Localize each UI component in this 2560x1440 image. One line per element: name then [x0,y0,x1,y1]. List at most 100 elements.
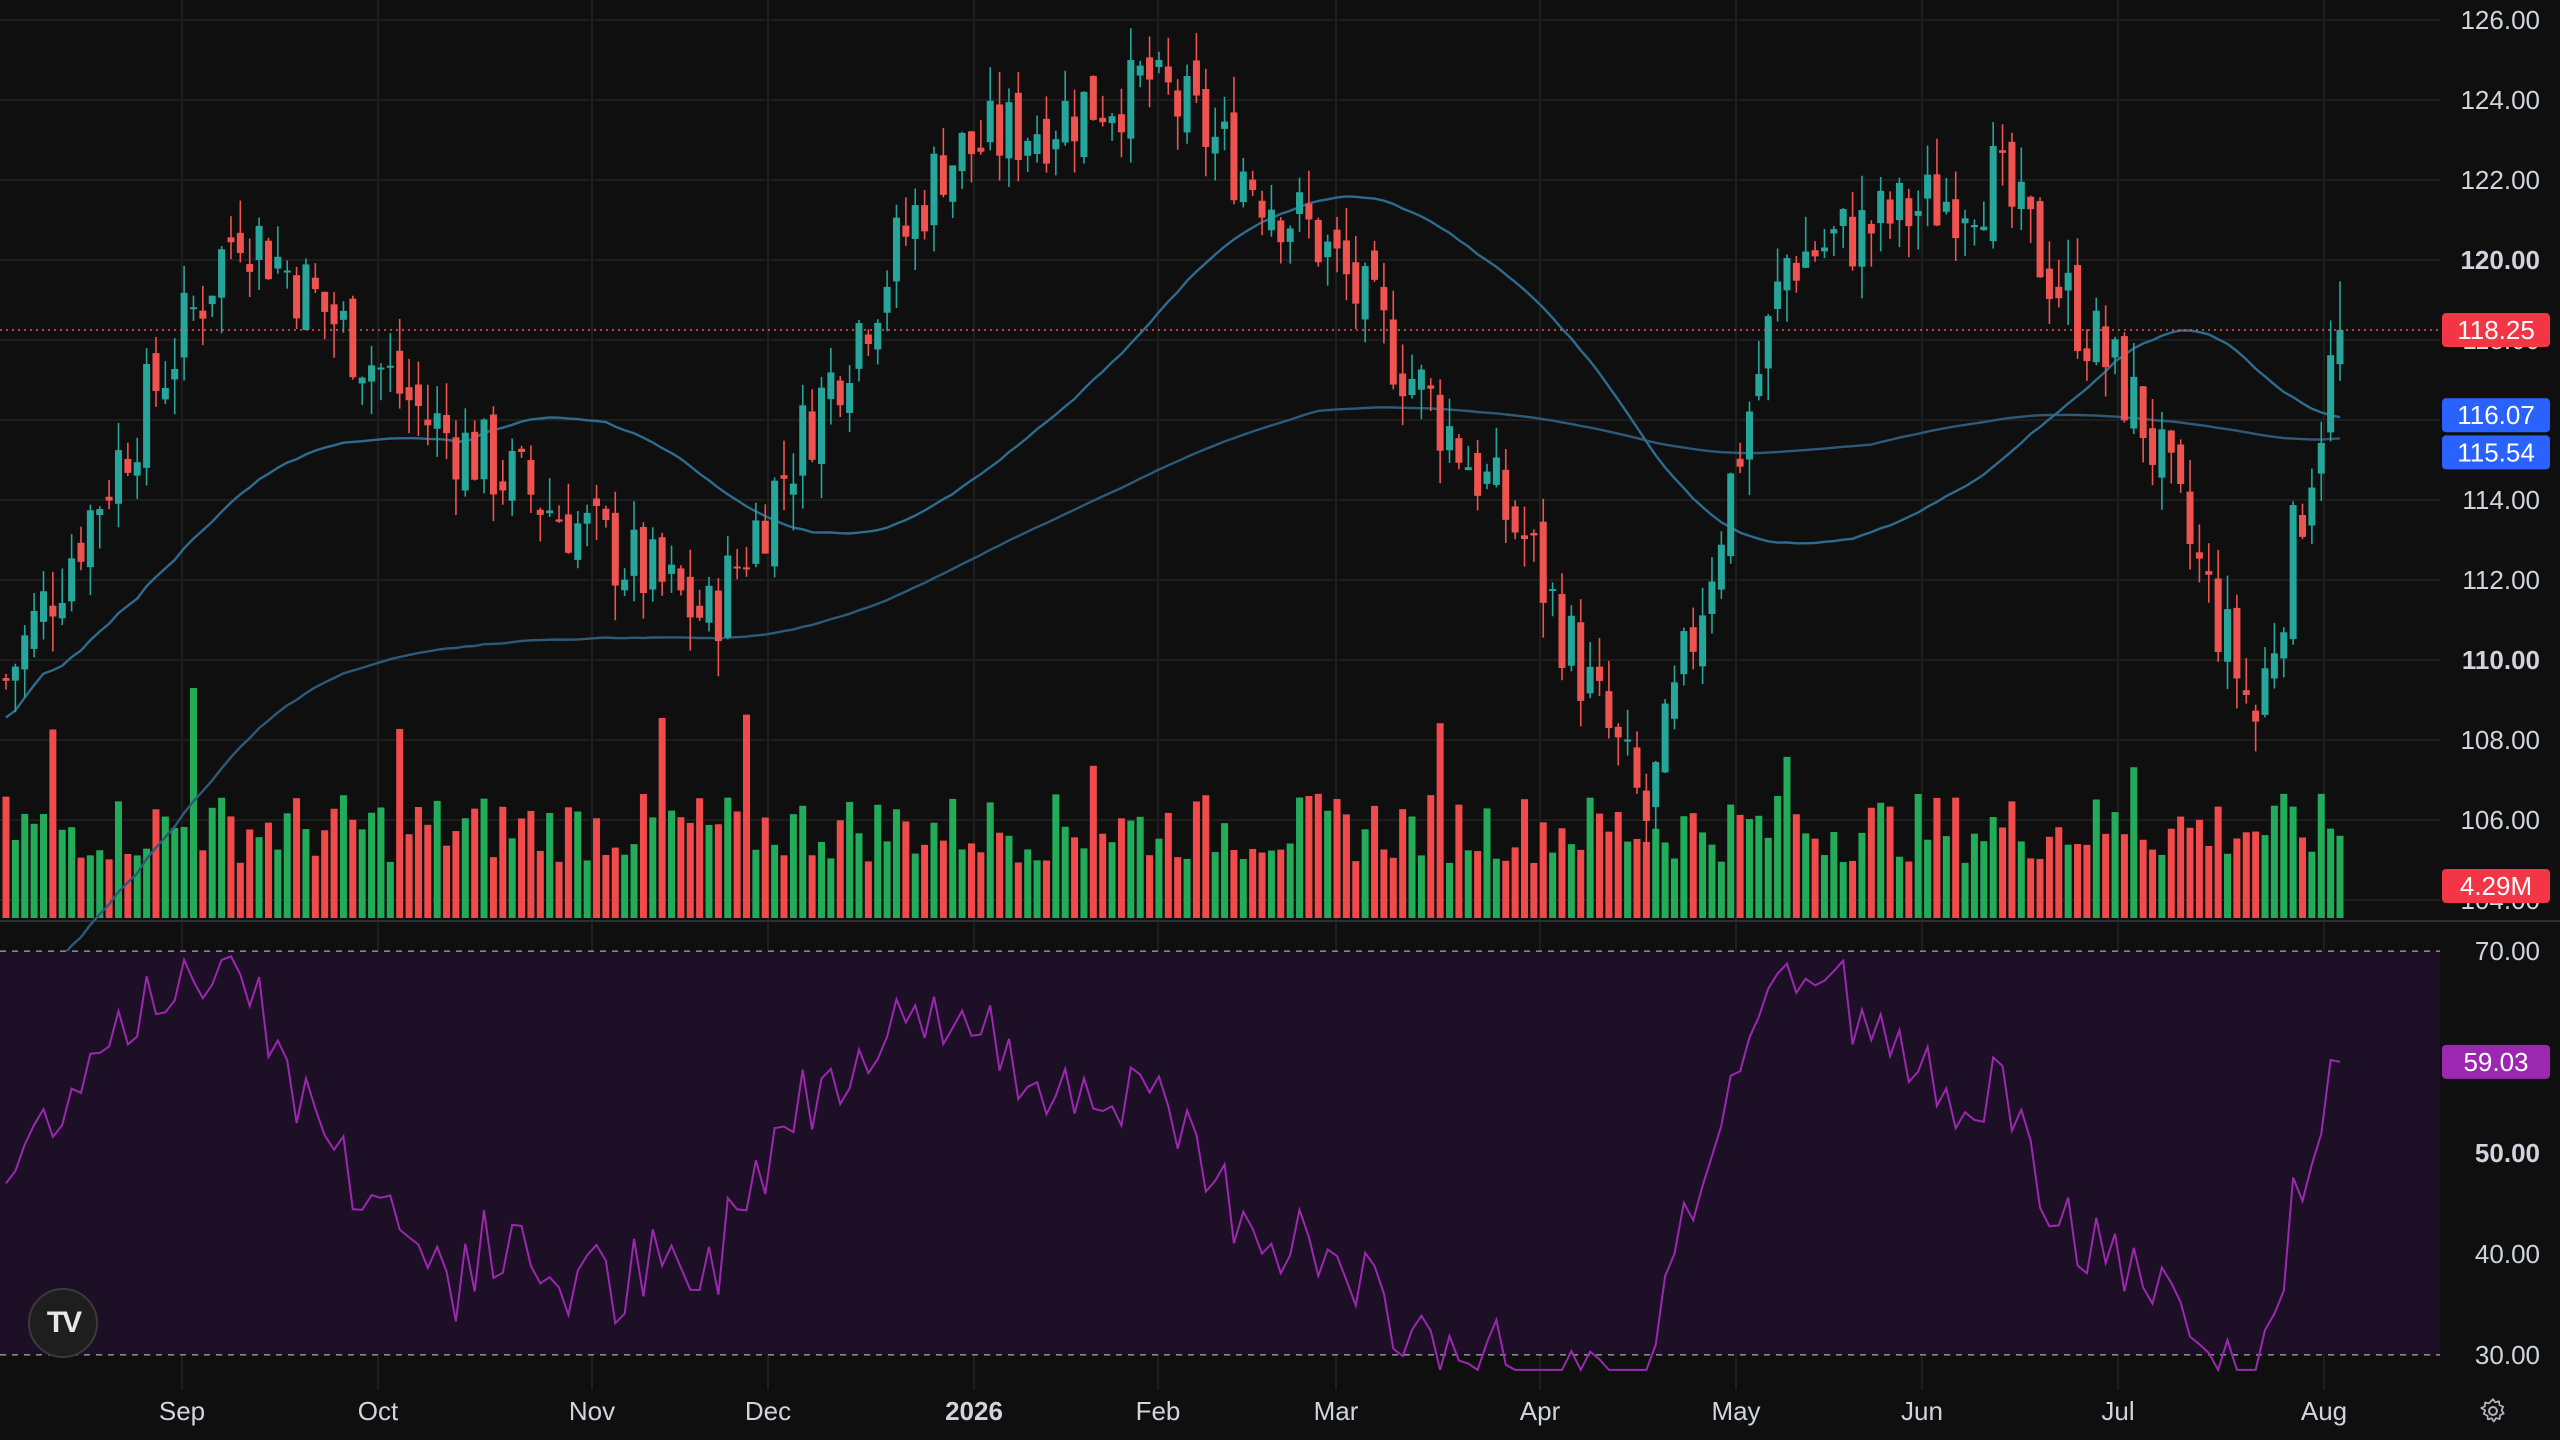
last-price-badge [2442,313,2550,347]
volume-bar [1164,812,1172,918]
tradingview-logo[interactable]: TV [28,1288,98,1358]
volume-bar [817,841,825,918]
candle-body [611,512,619,586]
volume-bar [264,822,272,918]
candle-body [1371,250,1379,280]
volume-bar [1483,808,1491,918]
candle-body [424,419,432,426]
candle-body [1699,615,1707,667]
candle-body [1670,682,1678,719]
volume-bar [1624,841,1632,918]
volume-bar [977,852,985,918]
candle-body [724,555,732,638]
candle-body [1399,373,1407,397]
volume-bar [621,854,629,918]
candle-body [1239,171,1247,203]
candle-body [508,450,516,501]
volume-bar [1352,861,1360,918]
volume-bar [1755,815,1763,918]
candle-body [1136,65,1144,76]
volume-bar [1202,795,1210,918]
candle-body [780,475,788,479]
time-axis: Sep Oct Nov Dec 2026 Feb Mar Apr May Jun Jul Aug [159,1396,2347,1426]
volume-bar [2074,844,2082,918]
volume-bar [546,812,554,918]
candle-body [1567,615,1575,666]
volume-bar [1183,858,1191,918]
volume-bar [1408,816,1416,918]
volume-bar [1136,816,1144,918]
volume-bar [1042,860,1050,918]
candle-body [930,153,938,226]
candle-body [564,514,572,553]
candle-body [1221,121,1229,129]
volume-bar [761,817,769,918]
candle-body [2261,668,2269,715]
candle-body [668,564,676,574]
volume-bar [443,845,451,918]
candle-body [246,264,254,272]
candle-body [977,147,985,152]
time-tick-label: Aug [2301,1396,2347,1426]
volume-bar [1314,793,1322,918]
gear-icon[interactable] [2478,1396,2508,1426]
volume-bar [1502,860,1510,918]
candle-body [752,520,760,564]
candle-body [236,232,244,253]
ma-fast-line [5,195,2341,719]
volume-bar [143,848,151,918]
volume-bar [1239,858,1247,918]
candlesticks [0,28,2440,855]
candle-body [808,411,816,460]
volume-bar [1614,811,1622,918]
candle-body [405,387,413,401]
candle-body [1305,203,1313,220]
volume-bar [827,858,835,918]
candle-body [686,576,694,618]
volume-bar [846,801,854,918]
candle-body [2242,690,2250,695]
candle-body [2149,428,2157,465]
candle-body [743,567,751,570]
volume-bar [1342,814,1350,918]
candle-body [1577,622,1585,701]
volume-bar [461,818,469,918]
candle-body [339,310,347,320]
volume-bar [1952,797,1960,918]
volume-bar [1511,847,1519,918]
volume-bar [1549,852,1557,918]
candle-body [1446,426,1454,451]
volume-bar [1361,829,1369,918]
price-tick-label: 124.00 [2460,85,2540,115]
candle-body [1586,666,1594,694]
candle-body [96,509,104,516]
volume-bar [733,811,741,918]
candle-body [864,334,872,345]
candle-body [2336,330,2344,365]
candle-body [218,249,226,298]
volume-bar [2120,834,2128,918]
candle-body [1774,281,1782,310]
candle-body [1052,139,1060,150]
candle-body [30,610,38,649]
volume-bar [593,818,601,918]
candle-body [1942,201,1950,212]
volume-bar [630,844,638,918]
candle-body [208,295,216,305]
volume-bar [564,807,572,918]
volume-bar [49,729,57,918]
volume-bar [2055,827,2063,918]
volume-bar [1455,804,1463,918]
price-tick-label: 106.00 [2460,805,2540,835]
candle-body [2120,336,2128,421]
candle-body [1033,134,1041,155]
volume-bar [2177,816,2185,918]
volume-bar [2252,831,2260,918]
volume-bar [2299,837,2307,918]
candle-body [1511,506,1519,533]
candle-body [1296,192,1304,214]
candle-body [583,512,591,524]
candle-body [255,225,263,261]
volume-bar [2083,844,2091,918]
